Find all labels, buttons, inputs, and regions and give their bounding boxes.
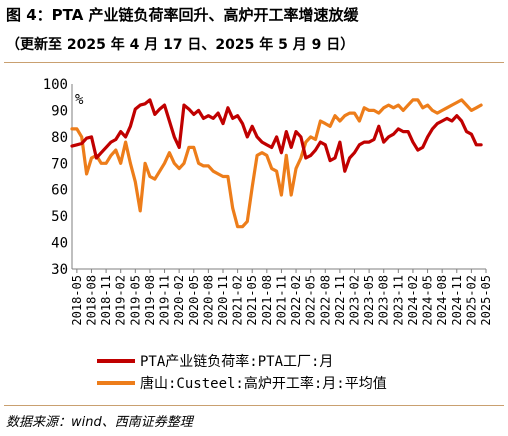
- y-tick-label: 70: [51, 156, 68, 172]
- legend-label-1: PTA产业链负荷率:PTA工厂:月: [140, 353, 333, 370]
- unit-label: %: [75, 92, 84, 108]
- x-tick-label: 2021-11: [274, 275, 288, 326]
- x-tick-label: 2025-02: [464, 275, 478, 326]
- x-tick-label: 2023-11: [391, 275, 405, 326]
- x-tick-label: 2020-08: [201, 275, 215, 326]
- x-tick-label: 2024-08: [435, 275, 449, 326]
- x-tick-label: 2018-11: [99, 275, 113, 326]
- legend-label-2: 唐山:Custeel:高炉开工率:月:平均值: [140, 375, 387, 392]
- legend: PTA产业链负荷率:PTA工厂:月唐山:Custeel:高炉开工率:月:平均值: [97, 353, 387, 392]
- x-tick-label: 2021-02: [231, 275, 245, 326]
- x-tick-label: 2025-05: [479, 275, 493, 326]
- y-tick-label: 40: [51, 236, 68, 252]
- x-tick-label: 2019-05: [128, 275, 142, 326]
- x-tick-label: 2023-02: [347, 275, 361, 326]
- x-tick-label: 2024-11: [450, 275, 464, 326]
- x-tick-label: 2024-02: [406, 275, 420, 326]
- x-tick-label: 2019-11: [158, 275, 172, 326]
- bottom-divider: [4, 405, 504, 406]
- x-tick-label: 2022-02: [289, 275, 303, 326]
- x-tick-label: 2018-05: [70, 275, 84, 326]
- x-tick-label: 2024-05: [421, 275, 435, 326]
- x-axis: 2018-05 2018-08 2018-11 2019-02 2019-05 2019-…: [70, 268, 493, 326]
- x-tick-label: 2020-02: [172, 275, 186, 326]
- y-tick-label: 60: [51, 183, 68, 199]
- x-tick-label: 2019-02: [114, 275, 128, 326]
- line-chart: 30 40 50 60 70 80 90 100% 2018-05 2018-08 2018-11…: [43, 77, 493, 392]
- series-line-1: [70, 98, 483, 173]
- y-tick-label: 80: [51, 130, 68, 146]
- x-tick-label: 2021-08: [260, 275, 274, 326]
- y-tick-label: 50: [51, 209, 68, 225]
- x-tick-label: 2020-11: [216, 275, 230, 326]
- figure-title: 图 4：PTA 产业链负荷率回升、高炉开工率增速放缓: [6, 6, 359, 24]
- x-tick-label: 2022-05: [304, 275, 318, 326]
- y-tick-label: 30: [51, 262, 68, 278]
- x-tick-label: 2023-08: [377, 275, 391, 326]
- x-tick-label: 2018-08: [84, 275, 98, 326]
- x-tick-label: 2020-05: [187, 275, 201, 326]
- x-tick-label: 2023-05: [362, 275, 376, 326]
- y-axis: 30 40 50 60 70 80 90 100%: [43, 77, 84, 278]
- figure-subtitle: （更新至 2025 年 4 月 17 日、2025 年 5 月 9 日）: [6, 37, 355, 53]
- x-tick-label: 2022-11: [333, 275, 347, 326]
- x-tick-label: 2022-08: [318, 275, 332, 326]
- y-tick-label: 90: [51, 103, 68, 119]
- series-line-2: [70, 98, 483, 229]
- series-lines: [70, 98, 483, 229]
- data-source-note: 数据来源：wind、西南证券整理: [6, 415, 193, 430]
- x-tick-label: 2019-08: [143, 275, 157, 326]
- top-divider: [4, 62, 504, 63]
- x-tick-label: 2021-05: [245, 275, 259, 326]
- y-tick-label: 100: [43, 77, 68, 93]
